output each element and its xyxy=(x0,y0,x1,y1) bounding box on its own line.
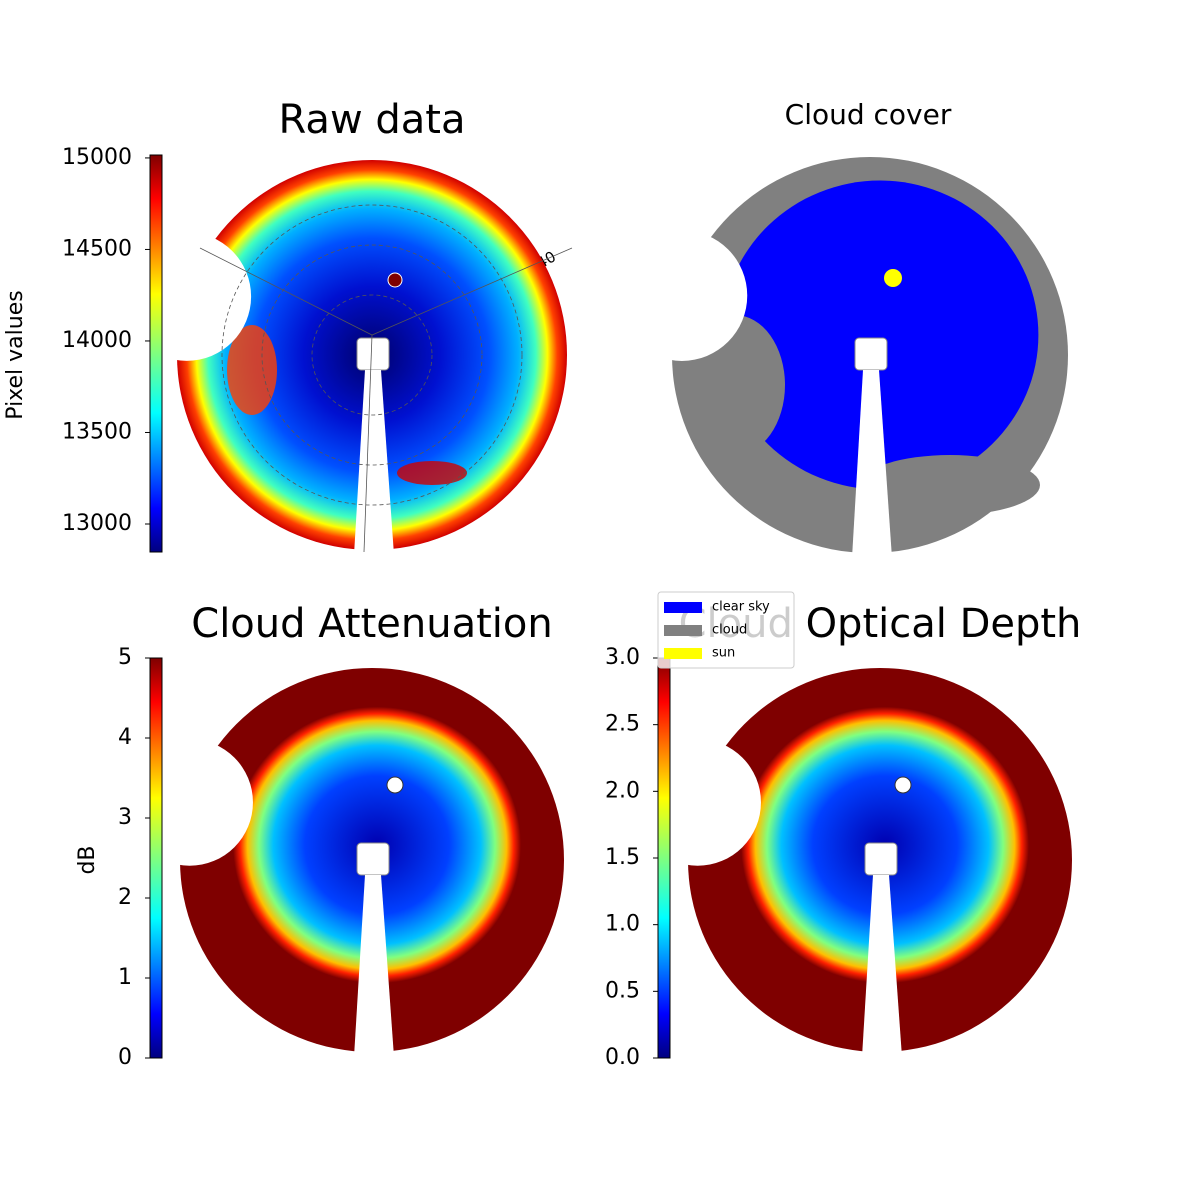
mask-notch xyxy=(616,230,748,361)
cloud-patch xyxy=(860,455,1040,515)
legend-swatch xyxy=(664,648,702,659)
clear-region xyxy=(721,180,1039,490)
panel-title: Cloud Attenuation xyxy=(191,601,552,647)
polar-ring xyxy=(311,294,433,416)
pole-top xyxy=(356,842,390,876)
legend-label: sun xyxy=(712,646,735,661)
mask-notch xyxy=(122,232,252,361)
polar-spoke xyxy=(363,334,373,553)
pole xyxy=(862,875,902,1057)
mask-notch xyxy=(634,739,761,866)
legend-label: clear sky xyxy=(712,600,770,615)
colorbar-tick-label: 2 xyxy=(118,885,132,910)
colorbar-tick-label: 1 xyxy=(118,965,132,990)
colorbar xyxy=(657,657,671,1059)
sun xyxy=(884,269,902,287)
colorbar-tick-label: 15000 xyxy=(62,145,132,170)
pole xyxy=(852,370,892,558)
mask-notch xyxy=(126,739,253,866)
polar-ring xyxy=(221,204,523,506)
colorbar-tick-label: 0.5 xyxy=(605,978,640,1003)
colorbar xyxy=(149,154,163,553)
sun xyxy=(894,776,912,794)
colorbar-tick-label: 2.0 xyxy=(605,778,640,803)
pole-top xyxy=(854,337,888,371)
legend-swatch xyxy=(664,602,702,613)
sky-image xyxy=(634,668,1072,1057)
cloud-patch xyxy=(397,461,467,485)
colorbar-tick-label: 1.5 xyxy=(605,845,640,870)
sun xyxy=(387,272,403,288)
sun xyxy=(386,776,404,794)
legend-label: cloud xyxy=(712,623,747,638)
colorbar-tick-label: 3.0 xyxy=(605,645,640,670)
legend-swatch xyxy=(664,625,702,636)
colorbar-tick-label: 1.0 xyxy=(605,912,640,937)
sky-image xyxy=(122,160,573,555)
colorbar-tick-label: 13000 xyxy=(62,511,132,536)
pole xyxy=(354,875,394,1057)
colorbar xyxy=(149,657,163,1059)
polar-ring xyxy=(261,244,483,466)
colorbar-label: Pixel values xyxy=(3,290,28,419)
colorbar-tick-label: 14000 xyxy=(62,328,132,353)
pole-top xyxy=(356,337,390,371)
pole-top xyxy=(864,842,898,876)
colorbar-tick-label: 4 xyxy=(118,725,132,750)
colorbar-tick-label: 13500 xyxy=(62,419,132,444)
colorbar-tick-label: 0.0 xyxy=(605,1045,640,1070)
colorbar-tick-label: 3 xyxy=(118,805,132,830)
sky-image xyxy=(126,668,564,1057)
pole xyxy=(354,370,394,555)
cloud-patch xyxy=(227,325,277,415)
colorbar-tick-label: 2.5 xyxy=(605,712,640,737)
colorbar-label: dB xyxy=(75,845,100,874)
colorbar-tick-label: 14500 xyxy=(62,236,132,261)
panel-title: Cloud cover xyxy=(785,98,952,131)
sky-image xyxy=(616,157,1068,558)
panel-title: Raw data xyxy=(279,97,466,143)
colorbar-tick-label: 0 xyxy=(118,1045,132,1070)
colorbar-tick-label: 5 xyxy=(118,645,132,670)
